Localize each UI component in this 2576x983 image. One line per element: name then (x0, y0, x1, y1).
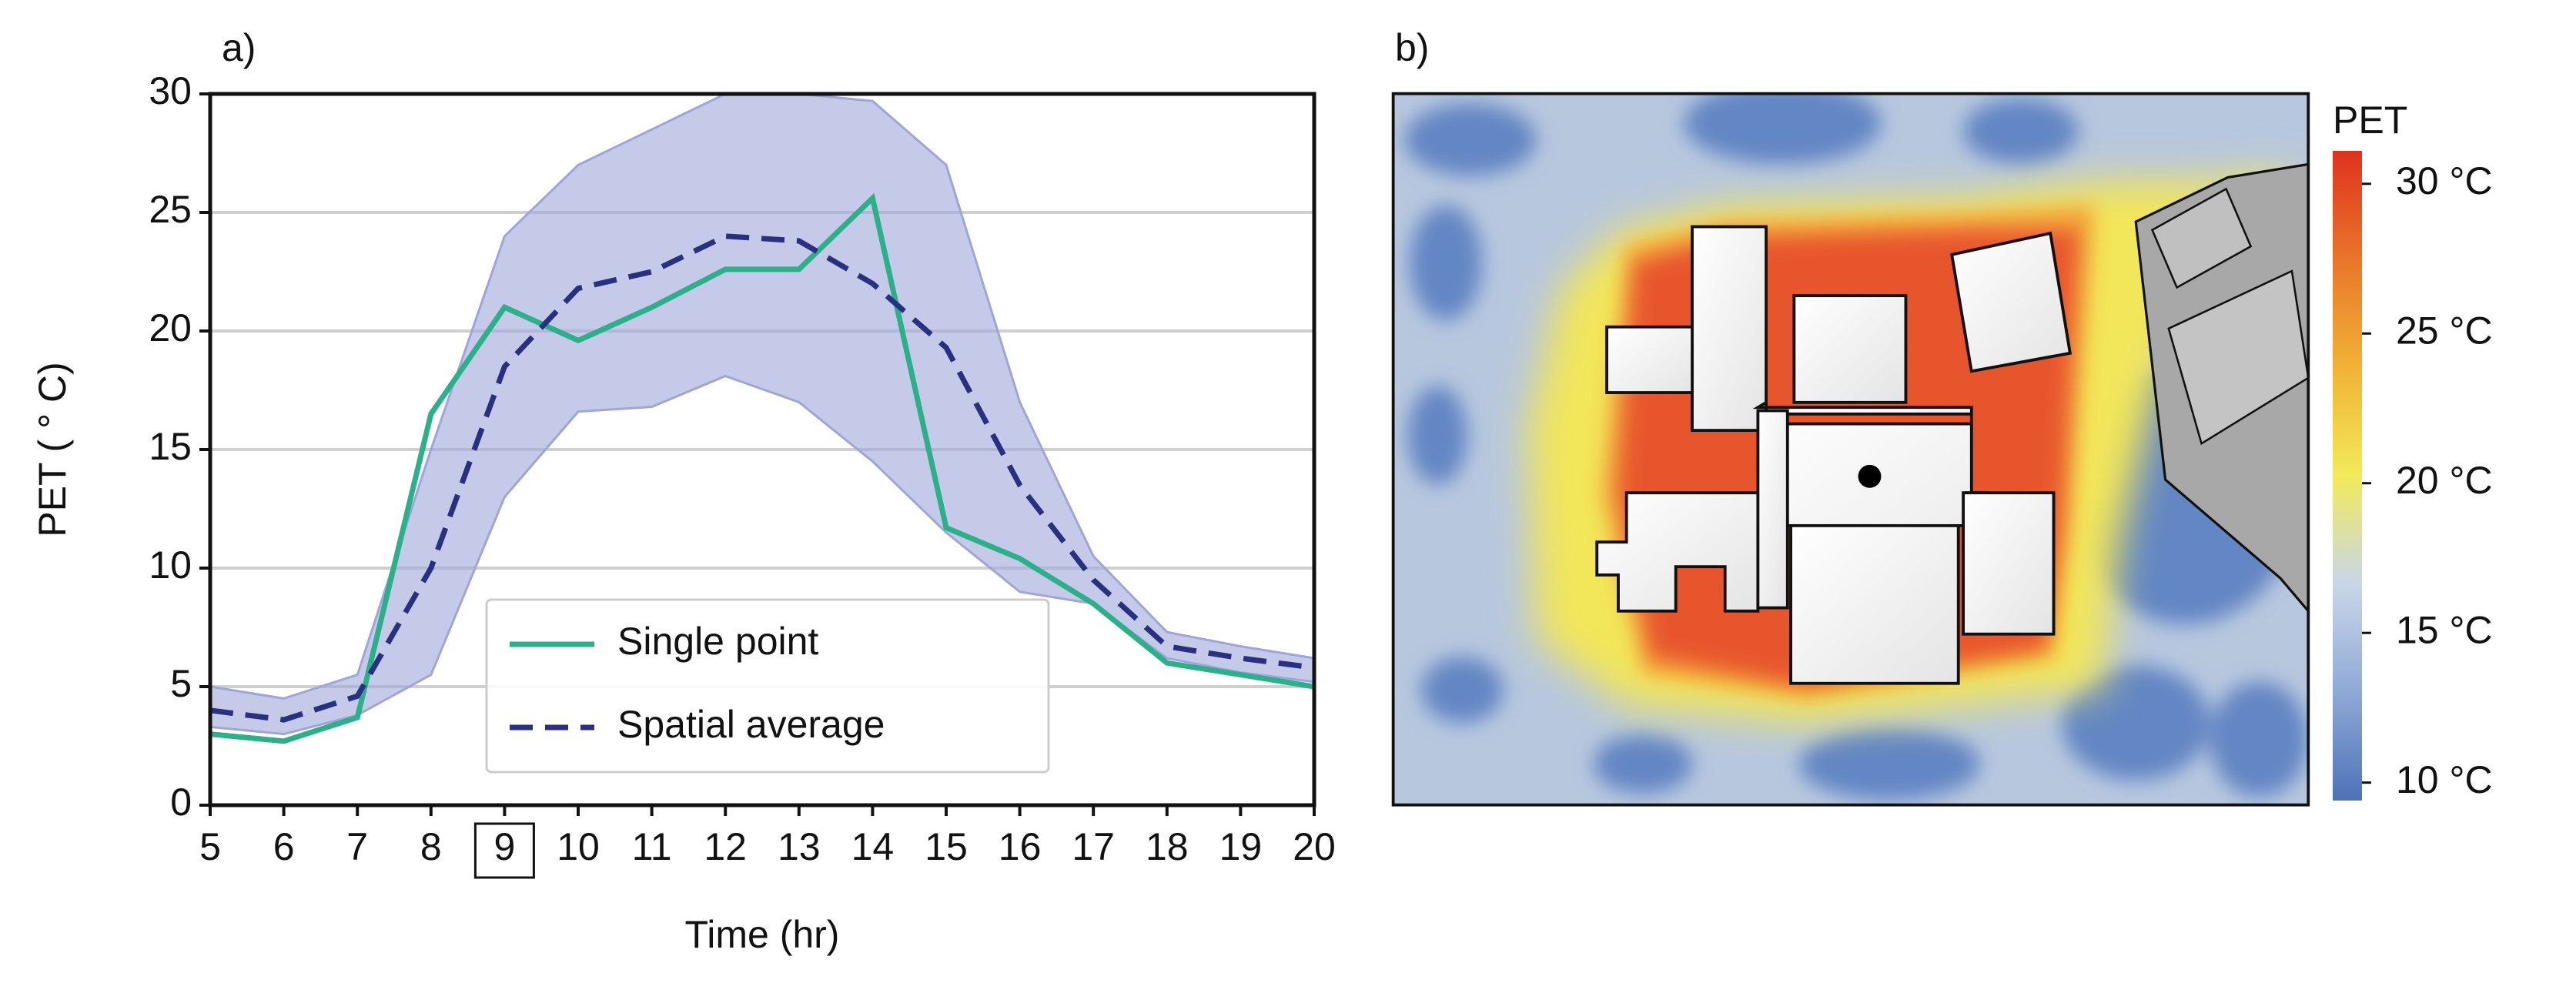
legend-box (485, 598, 1050, 774)
y-tick-label: 10 (149, 543, 192, 587)
x-tick-label: 15 (925, 825, 968, 868)
x-tick-label: 12 (704, 825, 747, 868)
x-tick-label: 6 (273, 825, 295, 868)
colorbar-ticks: 10 °C 15 °C 20 °C 25 °C 30 °C (2362, 159, 2493, 801)
colorbar-title: PET (2333, 99, 2407, 142)
x-tick-label: 18 (1146, 825, 1189, 868)
x-tick-label: 14 (851, 825, 895, 868)
colorbar-tick-label: 25 °C (2396, 309, 2493, 352)
x-tick-label: 17 (1072, 825, 1115, 868)
colorbar-tick-label: 10 °C (2396, 758, 2493, 801)
y-tick-label: 5 (170, 662, 192, 705)
series-line (210, 233, 1314, 723)
series-line (210, 192, 1314, 744)
x-tick-label: 11 (632, 825, 672, 868)
plot-frame (208, 92, 1316, 807)
y-tick-label: 30 (149, 69, 192, 112)
y-tick-label: 25 (149, 188, 192, 231)
legend-label: Spatial average (617, 703, 885, 746)
y-tick-label: 0 (170, 781, 192, 824)
range-band (210, 94, 1314, 736)
colorbar (2333, 151, 2362, 801)
x-axis-title: Time (hr) (685, 913, 840, 956)
series-layer (210, 94, 1314, 744)
colorbar-tick-label: 15 °C (2396, 608, 2493, 651)
y-tick-label: 15 (149, 425, 192, 468)
map (1391, 92, 2310, 807)
highlight-box (473, 822, 535, 879)
y-axis-title: PET ( ° C) (31, 362, 74, 537)
x-tick-label: 5 (199, 825, 221, 868)
x-tick-label: 19 (1219, 825, 1263, 868)
panel-label: b) (1395, 26, 1429, 69)
x-tick-label: 13 (778, 825, 821, 868)
x-tick-label: 7 (346, 825, 368, 868)
panel-label: a) (222, 26, 256, 69)
x-tick-label: 9 (493, 825, 515, 868)
x-tick-label: 20 (1293, 825, 1336, 868)
y-tick-label: 20 (149, 306, 192, 349)
legend-label: Single point (617, 620, 818, 663)
x-tick-label: 8 (420, 825, 442, 868)
x-tick-label: 10 (557, 825, 600, 868)
colorbar-tick-label: 20 °C (2396, 459, 2493, 502)
colorbar-tick-label: 30 °C (2396, 159, 2493, 202)
x-tick-label: 16 (999, 825, 1042, 868)
